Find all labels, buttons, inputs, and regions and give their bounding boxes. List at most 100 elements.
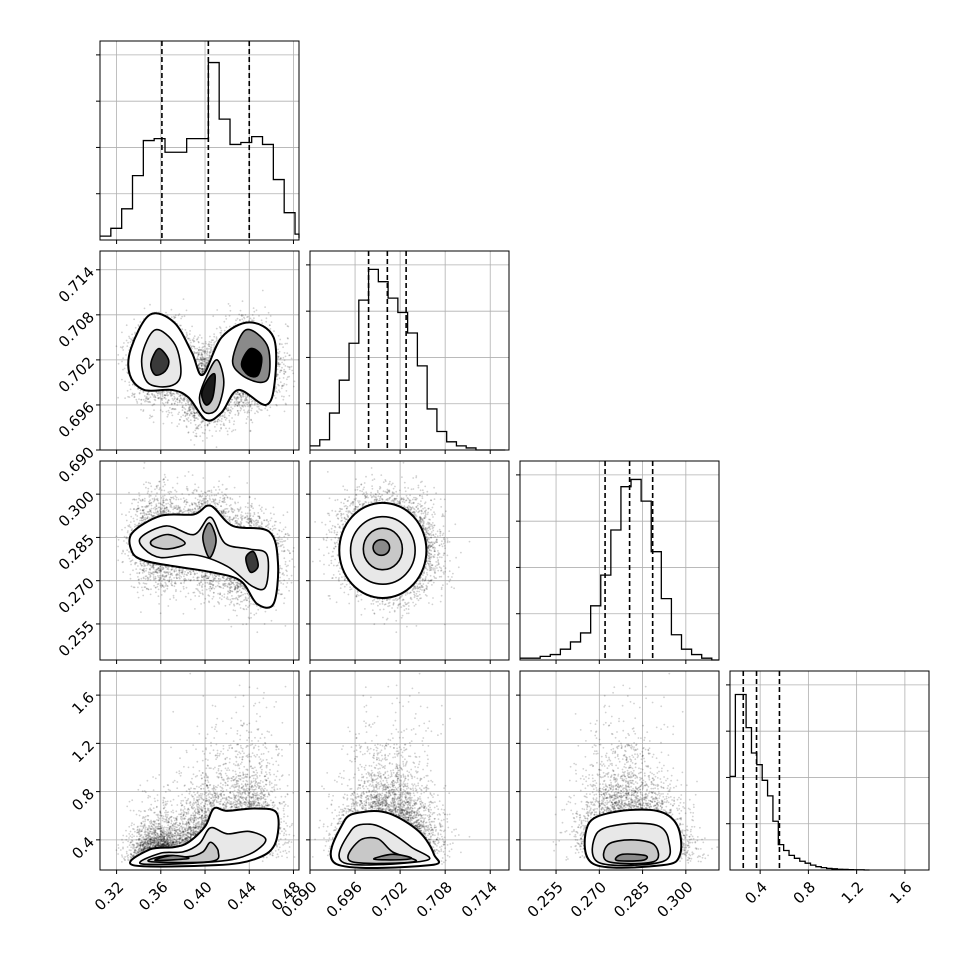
scatter-point bbox=[189, 408, 192, 411]
scatter-point bbox=[274, 397, 277, 399]
scatter-point bbox=[279, 357, 282, 359]
scatter-point bbox=[250, 409, 253, 412]
scatter-point bbox=[162, 422, 165, 425]
scatter-point bbox=[146, 398, 148, 400]
scatter-point bbox=[197, 364, 200, 367]
scatter-point bbox=[163, 396, 166, 399]
scatter-point bbox=[192, 407, 195, 410]
scatter-point bbox=[140, 398, 143, 401]
scatter-point bbox=[219, 423, 222, 426]
scatter-point bbox=[234, 392, 237, 395]
scatter-point bbox=[187, 408, 190, 411]
scatter-point bbox=[197, 364, 200, 367]
scatter-point bbox=[149, 303, 151, 306]
scatter-point bbox=[277, 363, 280, 366]
scatter-point bbox=[133, 392, 136, 395]
scatter-point bbox=[240, 400, 242, 402]
scatter-point bbox=[286, 352, 289, 355]
scatter-point bbox=[203, 432, 206, 435]
scatter-point bbox=[208, 357, 211, 360]
scatter-point bbox=[190, 404, 193, 407]
scatter-point bbox=[161, 410, 164, 413]
scatter-point bbox=[117, 362, 120, 365]
histogram-panel-1 bbox=[306, 250, 510, 454]
scatter-point bbox=[228, 314, 231, 317]
scatter-point bbox=[151, 415, 154, 418]
scatter-point bbox=[166, 392, 168, 395]
scatter-point bbox=[179, 394, 182, 396]
scatter-point bbox=[202, 368, 205, 370]
scatter-point bbox=[187, 337, 189, 340]
scatter-point bbox=[172, 407, 174, 410]
scatter-point bbox=[276, 363, 279, 365]
scatter-point bbox=[196, 426, 198, 429]
scatter-point bbox=[239, 395, 242, 397]
panel-background bbox=[310, 251, 509, 450]
scatter-point bbox=[201, 370, 204, 373]
scatter-point bbox=[199, 358, 202, 361]
scatter-point bbox=[130, 338, 133, 341]
scatter-point bbox=[166, 415, 169, 418]
scatter-point bbox=[283, 352, 286, 354]
scatter-point bbox=[181, 406, 184, 408]
scatter-point bbox=[242, 393, 245, 396]
scatter-point bbox=[186, 414, 189, 416]
scatter-point bbox=[201, 372, 203, 374]
scatter-point bbox=[186, 397, 188, 400]
scatter-point bbox=[242, 405, 245, 408]
scatter-point bbox=[187, 431, 190, 434]
scatter-point bbox=[189, 404, 192, 407]
scatter-point bbox=[185, 309, 188, 312]
scatter-point bbox=[176, 425, 179, 428]
scatter-point bbox=[185, 331, 188, 334]
scatter-point bbox=[249, 317, 252, 320]
scatter-point bbox=[200, 354, 203, 357]
scatter-point bbox=[230, 401, 232, 403]
scatter-point bbox=[250, 419, 253, 422]
scatter-point bbox=[200, 359, 203, 361]
scatter-point bbox=[146, 393, 149, 396]
scatter-point bbox=[243, 402, 245, 404]
scatter-point bbox=[267, 311, 270, 314]
scatter-point bbox=[226, 406, 228, 409]
scatter-point bbox=[148, 393, 150, 396]
scatter-point bbox=[291, 369, 294, 372]
scatter-point bbox=[206, 347, 208, 350]
scatter-point bbox=[227, 407, 230, 409]
scatter-point bbox=[128, 335, 130, 338]
scatter-point bbox=[190, 345, 193, 348]
scatter-point bbox=[187, 337, 190, 340]
scatter-point bbox=[197, 353, 200, 356]
histogram-step-line bbox=[100, 61, 300, 239]
scatter-point bbox=[236, 400, 239, 403]
scatter-point bbox=[159, 409, 162, 411]
scatter-point bbox=[202, 357, 205, 359]
scatter-point bbox=[231, 398, 234, 401]
scatter-point bbox=[238, 396, 240, 399]
scatter-point bbox=[163, 394, 166, 397]
scatter-point bbox=[149, 414, 152, 417]
scatter-point bbox=[283, 373, 286, 375]
scatter-point bbox=[241, 405, 243, 407]
scatter-point bbox=[201, 368, 204, 371]
scatter-point bbox=[240, 398, 243, 401]
scatter-point bbox=[268, 414, 271, 417]
scatter-point bbox=[247, 402, 250, 405]
scatter-point bbox=[210, 339, 213, 342]
panel-content bbox=[115, 289, 296, 449]
scatter-point bbox=[154, 396, 157, 399]
scatter-point bbox=[215, 337, 218, 340]
scatter-point bbox=[195, 435, 198, 437]
scatter-point bbox=[115, 345, 118, 348]
scatter-point bbox=[153, 403, 156, 405]
scatter-point bbox=[282, 377, 285, 379]
scatter-point bbox=[206, 424, 209, 427]
scatter-point bbox=[200, 372, 203, 375]
scatter-point bbox=[278, 391, 281, 393]
scatter-point bbox=[230, 406, 233, 409]
scatter-point bbox=[188, 407, 191, 410]
scatter-point bbox=[275, 390, 278, 393]
scatter-point bbox=[248, 404, 251, 406]
scatter-point bbox=[206, 348, 208, 351]
scatter-point bbox=[227, 408, 230, 411]
